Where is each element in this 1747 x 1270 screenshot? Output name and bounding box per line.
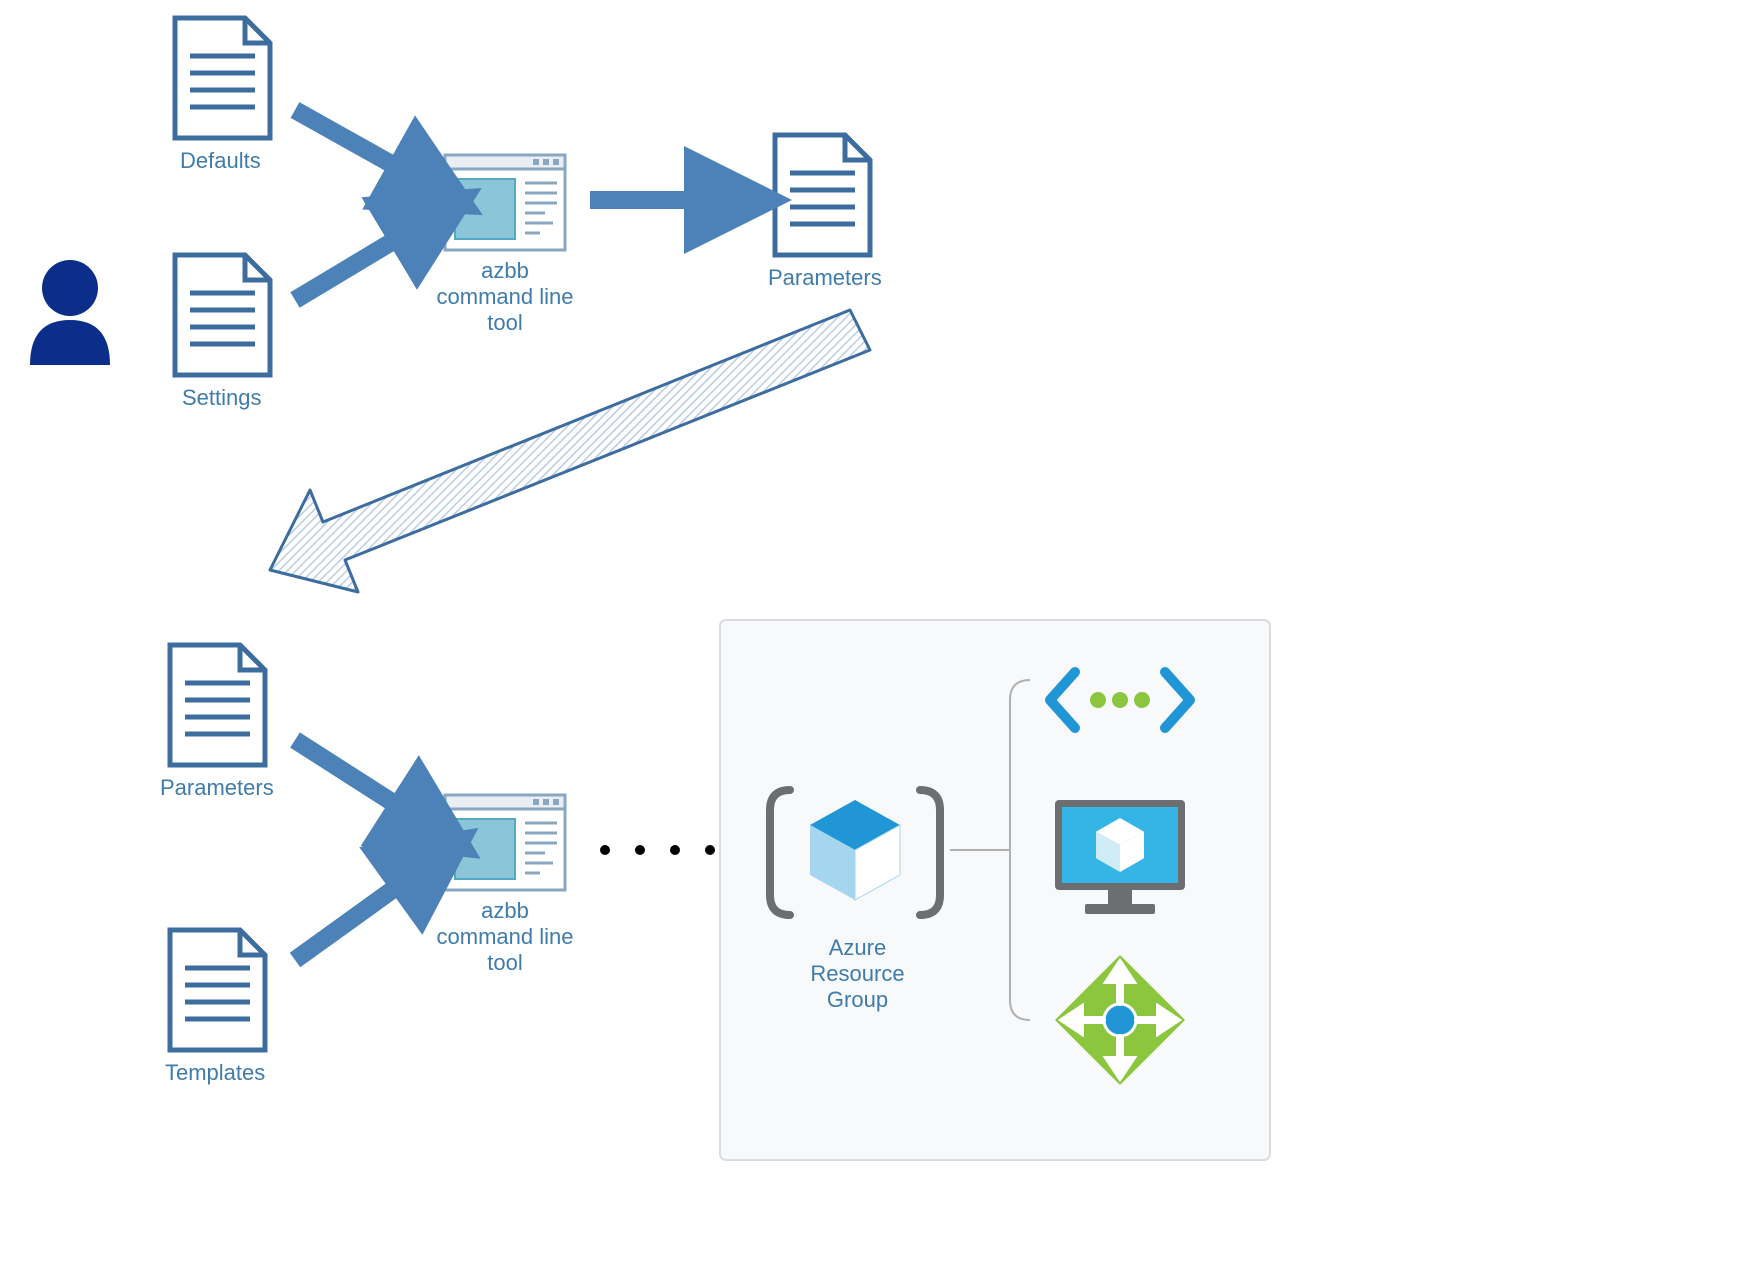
arrow-defaults-tool [295, 110, 420, 180]
arrow-templates-tool2 [295, 870, 420, 960]
tool1-icon [445, 155, 565, 250]
settings-label: Settings [182, 385, 262, 411]
arrow-settings-tool [295, 225, 420, 300]
settings-doc-icon [175, 255, 270, 375]
parameters1-doc-icon [775, 135, 870, 255]
defaults-label: Defaults [180, 148, 261, 174]
tool2-icon [445, 795, 565, 890]
arrow-params2-tool2 [295, 740, 420, 820]
parameters2-doc-icon [170, 645, 265, 765]
diagram-canvas: Defaults Settings azbb command line tool… [0, 0, 1747, 1270]
templates-label: Templates [165, 1060, 265, 1086]
user-icon [30, 260, 110, 365]
azure-group-label: Azure Resource Group [810, 935, 905, 1013]
arrow-params-down [270, 310, 870, 592]
defaults-doc-icon [175, 18, 270, 138]
tool2-label: azbb command line tool [435, 898, 575, 976]
parameters2-label: Parameters [160, 775, 274, 801]
templates-doc-icon [170, 930, 265, 1050]
tool1-label: azbb command line tool [435, 258, 575, 336]
parameters1-label: Parameters [768, 265, 882, 291]
